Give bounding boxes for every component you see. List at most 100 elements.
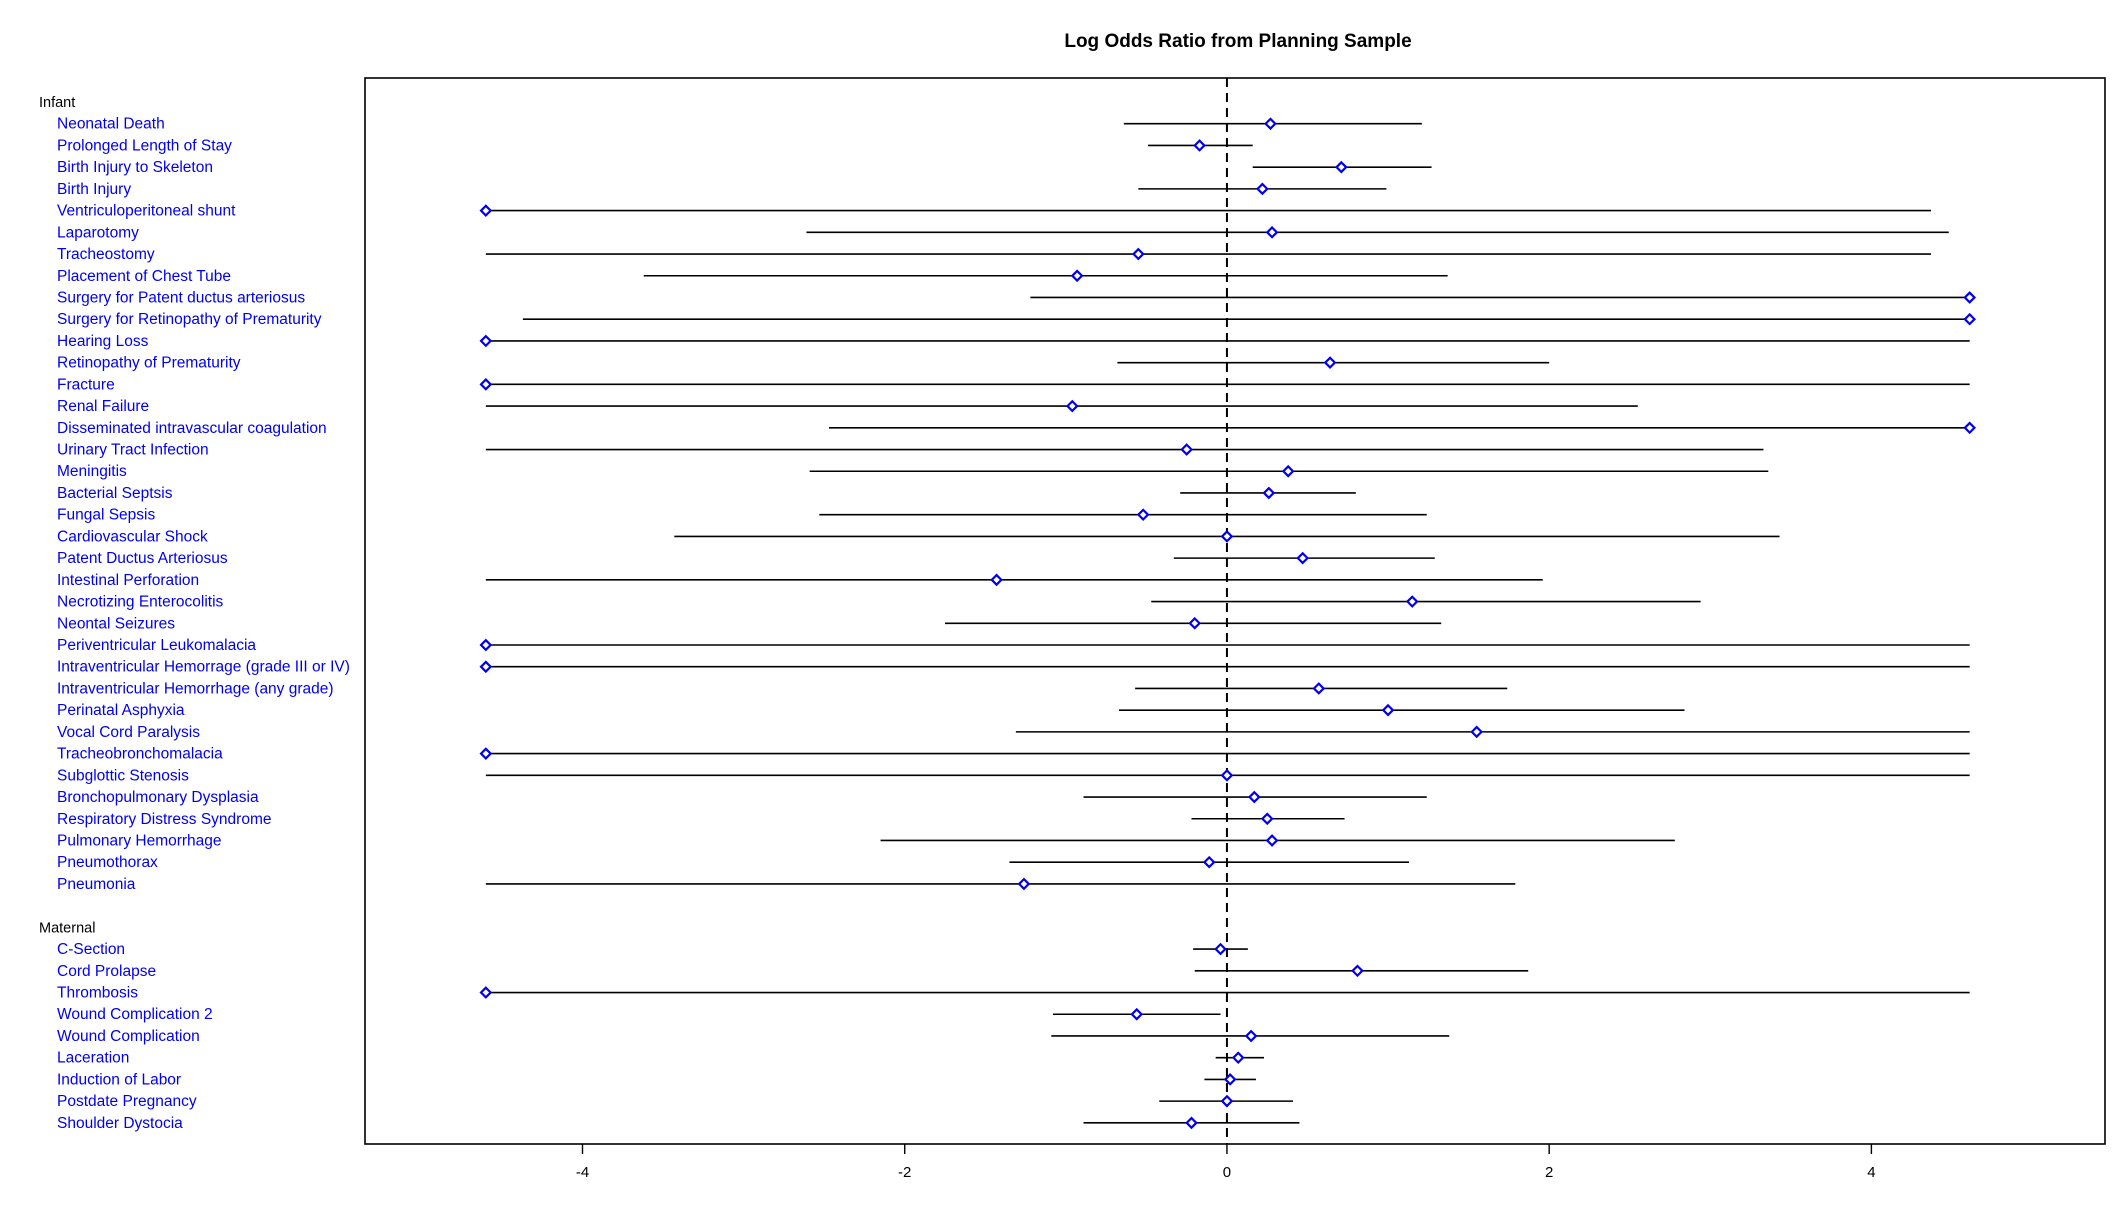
row-label: Urinary Tract Infection	[57, 442, 209, 459]
row-label: Periventricular Leukomalacia	[57, 637, 256, 654]
point-estimate	[1220, 1094, 1234, 1108]
point-estimate	[1223, 1073, 1237, 1086]
point-estimate	[1281, 464, 1295, 478]
row-label: Renal Failure	[57, 398, 149, 415]
x-tick-label: 4	[1867, 1164, 1875, 1181]
row-label: Meningitis	[57, 463, 127, 480]
point-estimate	[1963, 421, 1977, 435]
point-estimate	[1265, 225, 1279, 239]
point-estimate	[1264, 117, 1277, 131]
point-estimate	[1323, 356, 1337, 369]
row-label: Necrotizing Enterocolitis	[57, 594, 224, 611]
point-estimate	[1017, 877, 1031, 891]
row-label: Wound Complication 2	[57, 1006, 213, 1023]
point-estimate	[1202, 855, 1216, 869]
estimate-marks	[479, 117, 1977, 1130]
point-estimate	[1185, 1116, 1198, 1130]
row-label: Cardiovascular Shock	[57, 528, 208, 545]
point-estimate	[1180, 443, 1194, 456]
point-estimate	[1312, 682, 1326, 695]
plot-frame	[364, 77, 2106, 1145]
group-label: Maternal	[39, 920, 95, 936]
point-estimate	[1247, 790, 1261, 804]
row-label: Tracheobronchomalacia	[57, 746, 223, 763]
point-estimate	[1188, 616, 1202, 630]
row-label: Surgery for Retinopathy of Prematurity	[57, 311, 322, 328]
point-estimate	[479, 638, 493, 652]
point-estimate	[1220, 530, 1234, 543]
row-label: Respiratory Distress Syndrome	[57, 811, 271, 828]
row-label: Neonatal Death	[57, 116, 165, 133]
point-estimate	[1262, 486, 1276, 500]
row-label: Perinatal Asphyxia	[57, 702, 185, 719]
row-label: Bronchopulmonary Dysplasia	[57, 789, 259, 806]
chart-title: Log Odds Ratio from Planning Sample	[1064, 31, 1411, 52]
row-label: Tracheostomy	[57, 246, 155, 263]
row-label: Pulmonary Hemorrhage	[57, 832, 222, 849]
row-label: Intraventricular Hemorrage (grade III or…	[57, 659, 350, 676]
row-label: Retinopathy of Prematurity	[57, 355, 241, 372]
row-label: Intraventricular Hemorrhage (any grade)	[57, 680, 334, 697]
row-label: Birth Injury	[57, 181, 131, 198]
point-estimate	[1470, 725, 1484, 739]
point-estimate	[1244, 1029, 1258, 1043]
x-tick-label: 0	[1223, 1164, 1231, 1181]
point-estimate	[479, 986, 493, 999]
row-label: Induction of Labor	[57, 1071, 181, 1088]
x-tick-label: -2	[898, 1164, 911, 1181]
row-label: Pneumonia	[57, 876, 136, 893]
point-estimate	[479, 204, 493, 217]
row-label: Patent Ductus Arteriosus	[57, 550, 228, 567]
row-label: Ventriculoperitoneal shunt	[57, 203, 236, 220]
point-estimate	[1231, 1051, 1245, 1065]
point-estimate	[479, 660, 493, 674]
row-label: Intestinal Perforation	[57, 572, 199, 589]
row-label: Birth Injury to Skeleton	[57, 159, 213, 176]
row-label: Vocal Cord Paralysis	[57, 724, 200, 741]
x-axis: -4 -2 0 2 4	[576, 1144, 1876, 1181]
point-estimate	[479, 378, 493, 391]
row-label: Neontal Seizures	[57, 615, 175, 632]
point-estimate	[1296, 551, 1310, 565]
point-estimate	[1220, 768, 1234, 782]
row-label: Laceration	[57, 1050, 129, 1067]
point-estimate	[1130, 1007, 1144, 1021]
row-label: Cord Prolapse	[57, 963, 156, 980]
point-estimate	[1070, 269, 1084, 283]
point-estimate	[1214, 942, 1227, 956]
point-estimate	[1193, 139, 1206, 152]
row-label: Bacterial Septsis	[57, 485, 173, 502]
row-label: Shoulder Dystocia	[57, 1115, 183, 1132]
x-tick-label: -4	[576, 1164, 589, 1181]
row-label: Wound Complication	[57, 1028, 200, 1045]
row-label: Disseminated intravascular coagulation	[57, 420, 327, 437]
group-label: Infant	[39, 95, 75, 111]
row-label: Surgery for Patent ductus arteriosus	[57, 289, 305, 306]
point-estimate	[1136, 508, 1150, 522]
row-label: Placement of Chest Tube	[57, 268, 231, 285]
row-label: Postdate Pregnancy	[57, 1093, 197, 1110]
point-estimate	[479, 334, 493, 348]
row-labels: Infant Neonatal Death Prolonged Length of …	[39, 95, 350, 1132]
point-estimate	[479, 747, 493, 760]
row-label: C-Section	[57, 941, 125, 958]
point-estimate	[1351, 964, 1364, 978]
point-estimate	[1265, 834, 1279, 847]
point-estimate	[1963, 291, 1977, 304]
point-estimate	[1260, 812, 1274, 826]
row-label: Prolonged Length of Stay	[57, 137, 232, 154]
point-estimate	[1963, 312, 1977, 326]
row-label: Thrombosis	[57, 985, 138, 1002]
row-label: Fracture	[57, 376, 115, 393]
row-label: Hearing Loss	[57, 333, 149, 350]
row-label: Pneumothorax	[57, 854, 158, 871]
x-tick-label: 2	[1545, 1164, 1553, 1181]
point-estimate	[1256, 182, 1269, 196]
point-estimate	[1334, 160, 1348, 174]
point-estimate	[1405, 595, 1419, 608]
point-estimate	[1065, 399, 1079, 413]
point-estimate	[1381, 703, 1395, 717]
point-estimate	[990, 573, 1003, 587]
row-label: Laparotomy	[57, 224, 139, 241]
row-label: Fungal Sepsis	[57, 507, 155, 524]
